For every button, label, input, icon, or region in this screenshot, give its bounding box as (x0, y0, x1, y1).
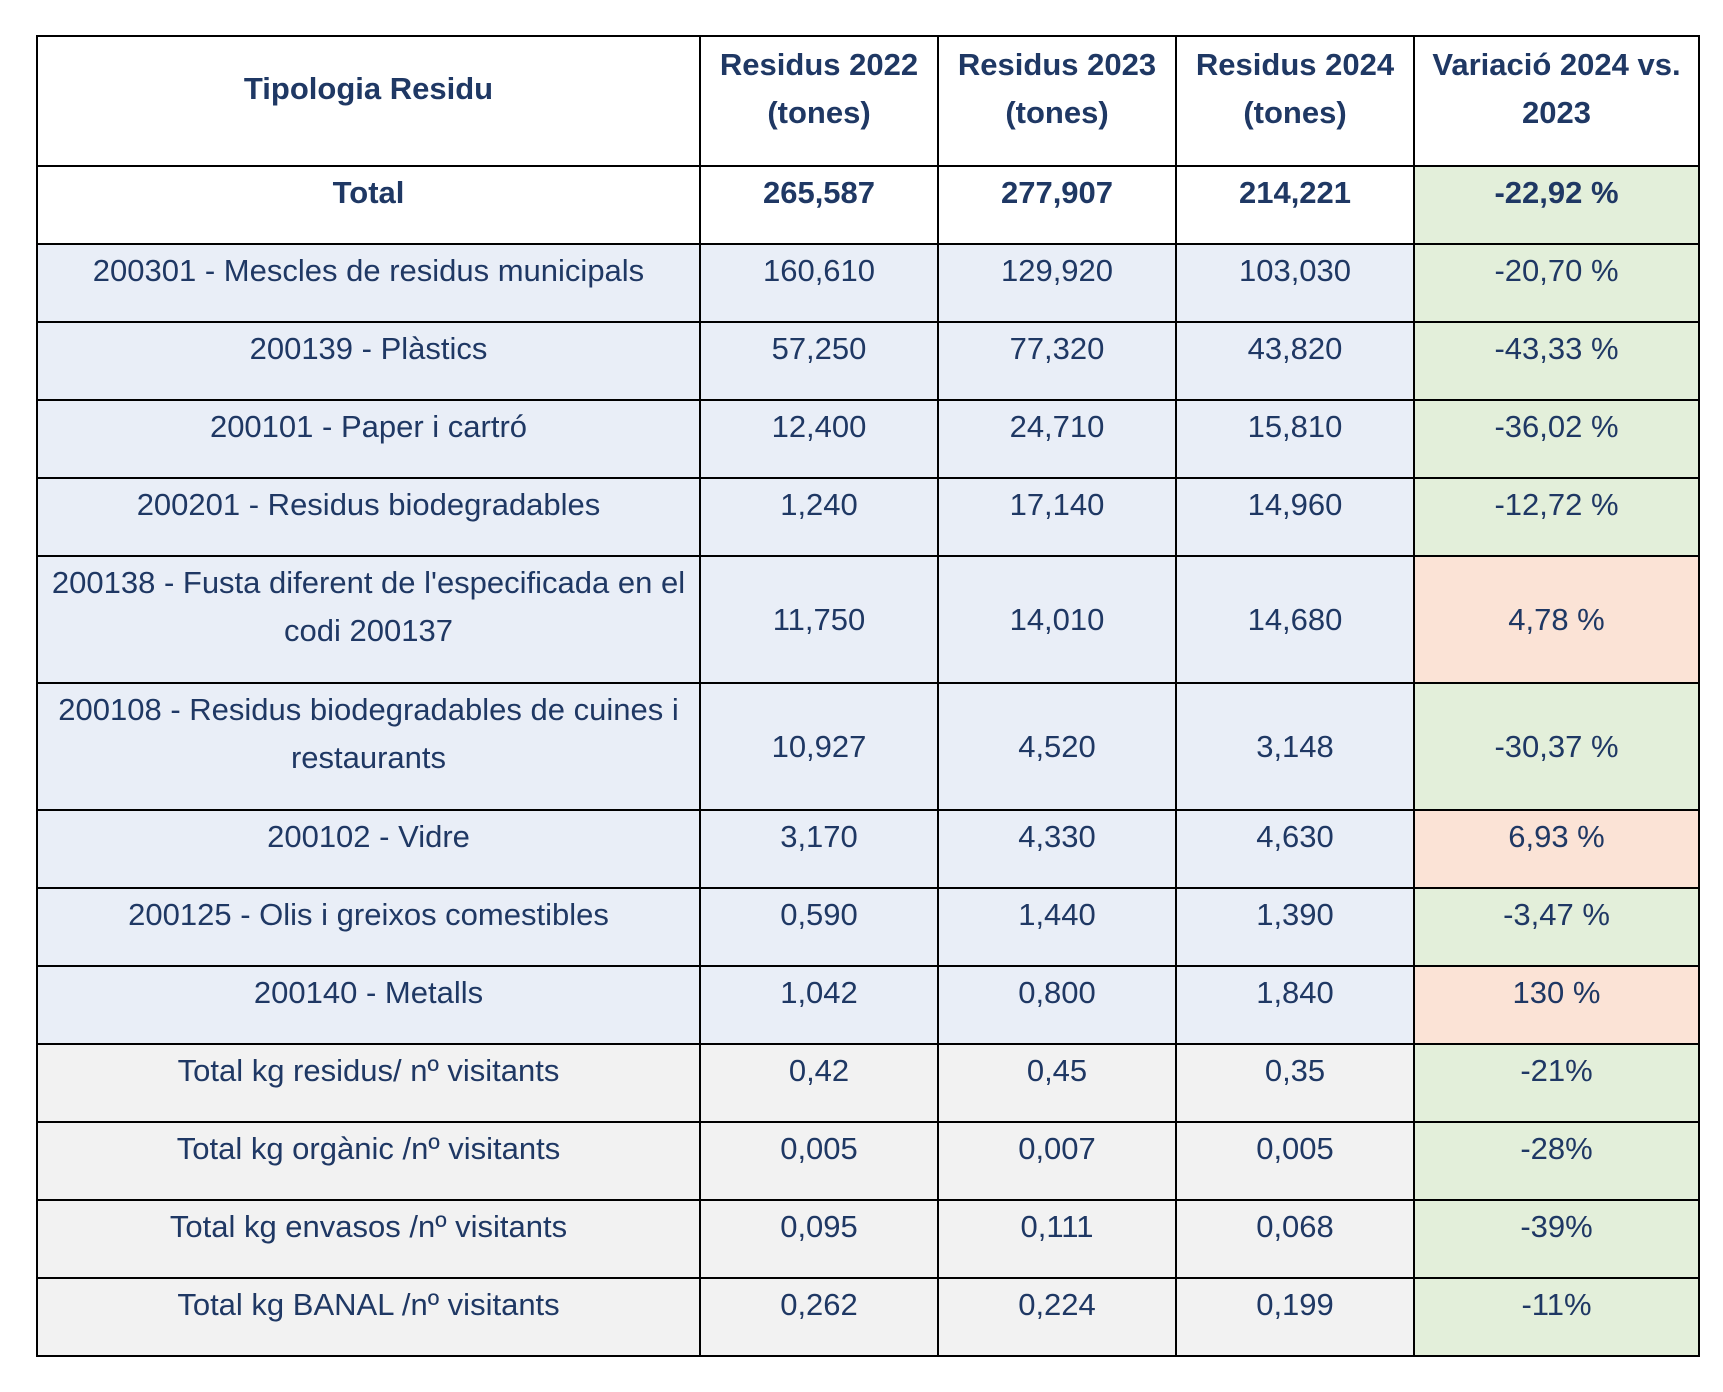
item-label: 200101 - Paper i cartró (36, 399, 701, 479)
table-row: 200102 - Vidre 3,170 4,330 4,630 6,93 % (36, 809, 1700, 889)
item-label: 200140 - Metalls (36, 965, 701, 1045)
ratio-2022: 0,262 (699, 1277, 939, 1357)
header-residus-2024: Residus 2024 (tones) (1175, 35, 1415, 167)
item-label: 200139 - Plàstics (36, 321, 701, 401)
item-variation: -3,47 % (1413, 887, 1700, 967)
ratio-row: Total kg residus/ nº visitants 0,42 0,45… (36, 1043, 1700, 1123)
item-label: 200102 - Vidre (36, 809, 701, 889)
item-2023: 4,330 (937, 809, 1177, 889)
ratio-label: Total kg residus/ nº visitants (36, 1043, 701, 1123)
ratio-variation: -28% (1413, 1121, 1700, 1201)
item-2022: 160,610 (699, 243, 939, 323)
item-2022: 10,927 (699, 682, 939, 811)
item-label: 200201 - Residus biodegradables (36, 477, 701, 557)
item-variation: 4,78 % (1413, 555, 1700, 684)
item-variation: 6,93 % (1413, 809, 1700, 889)
ratio-2022: 0,42 (699, 1043, 939, 1123)
ratio-2023: 0,111 (937, 1199, 1177, 1279)
item-2023: 1,440 (937, 887, 1177, 967)
item-2024: 14,960 (1175, 477, 1415, 557)
item-2023: 4,520 (937, 682, 1177, 811)
item-2023: 77,320 (937, 321, 1177, 401)
item-label: 200138 - Fusta diferent de l'especificad… (36, 555, 701, 684)
ratio-2024: 0,005 (1175, 1121, 1415, 1201)
table-row: 200140 - Metalls 1,042 0,800 1,840 130 % (36, 965, 1700, 1045)
header-tipologia: Tipologia Residu (36, 35, 701, 167)
item-variation: -30,37 % (1413, 682, 1700, 811)
header-row: Tipologia Residu Residus 2022 (tones) Re… (36, 35, 1700, 167)
item-2024: 3,148 (1175, 682, 1415, 811)
item-2022: 11,750 (699, 555, 939, 684)
item-variation: -20,70 % (1413, 243, 1700, 323)
ratio-label: Total kg envasos /nº visitants (36, 1199, 701, 1279)
total-label: Total (36, 165, 701, 245)
table-row: 200101 - Paper i cartró 12,400 24,710 15… (36, 399, 1700, 479)
total-2024: 214,221 (1175, 165, 1415, 245)
total-2022: 265,587 (699, 165, 939, 245)
item-2022: 12,400 (699, 399, 939, 479)
ratio-2024: 0,35 (1175, 1043, 1415, 1123)
ratio-2024: 0,068 (1175, 1199, 1415, 1279)
item-2022: 1,240 (699, 477, 939, 557)
ratio-2023: 0,224 (937, 1277, 1177, 1357)
item-2023: 24,710 (937, 399, 1177, 479)
item-2024: 43,820 (1175, 321, 1415, 401)
ratio-2022: 0,005 (699, 1121, 939, 1201)
item-label: 200125 - Olis i greixos comestibles (36, 887, 701, 967)
item-variation: -43,33 % (1413, 321, 1700, 401)
item-variation: -12,72 % (1413, 477, 1700, 557)
item-2024: 103,030 (1175, 243, 1415, 323)
item-2024: 15,810 (1175, 399, 1415, 479)
item-2024: 1,390 (1175, 887, 1415, 967)
header-variacio: Variació 2024 vs. 2023 (1413, 35, 1700, 167)
item-2024: 14,680 (1175, 555, 1415, 684)
table-row: 200301 - Mescles de residus municipals 1… (36, 243, 1700, 323)
ratio-2022: 0,095 (699, 1199, 939, 1279)
total-row: Total 265,587 277,907 214,221 -22,92 % (36, 165, 1700, 245)
ratio-label: Total kg BANAL /nº visitants (36, 1277, 701, 1357)
table-row: 200139 - Plàstics 57,250 77,320 43,820 -… (36, 321, 1700, 401)
item-2023: 0,800 (937, 965, 1177, 1045)
item-variation: -36,02 % (1413, 399, 1700, 479)
waste-table: Tipologia Residu Residus 2022 (tones) Re… (36, 35, 1700, 1357)
table-row: 200201 - Residus biodegradables 1,240 17… (36, 477, 1700, 557)
table-row: 200125 - Olis i greixos comestibles 0,59… (36, 887, 1700, 967)
ratio-row: Total kg envasos /nº visitants 0,095 0,1… (36, 1199, 1700, 1279)
total-variation: -22,92 % (1413, 165, 1700, 245)
ratio-variation: -11% (1413, 1277, 1700, 1357)
item-2023: 129,920 (937, 243, 1177, 323)
item-label: 200108 - Residus biodegradables de cuine… (36, 682, 701, 811)
table-row: 200138 - Fusta diferent de l'especificad… (36, 555, 1700, 684)
ratio-label: Total kg orgànic /nº visitants (36, 1121, 701, 1201)
ratio-variation: -39% (1413, 1199, 1700, 1279)
item-2024: 1,840 (1175, 965, 1415, 1045)
item-2022: 0,590 (699, 887, 939, 967)
item-2023: 14,010 (937, 555, 1177, 684)
item-2022: 57,250 (699, 321, 939, 401)
ratio-2023: 0,007 (937, 1121, 1177, 1201)
item-2022: 1,042 (699, 965, 939, 1045)
ratio-row: Total kg BANAL /nº visitants 0,262 0,224… (36, 1277, 1700, 1357)
header-residus-2023: Residus 2023 (tones) (937, 35, 1177, 167)
item-2022: 3,170 (699, 809, 939, 889)
ratio-variation: -21% (1413, 1043, 1700, 1123)
item-variation: 130 % (1413, 965, 1700, 1045)
ratio-2024: 0,199 (1175, 1277, 1415, 1357)
ratio-row: Total kg orgànic /nº visitants 0,005 0,0… (36, 1121, 1700, 1201)
ratio-2023: 0,45 (937, 1043, 1177, 1123)
item-2024: 4,630 (1175, 809, 1415, 889)
total-2023: 277,907 (937, 165, 1177, 245)
item-2023: 17,140 (937, 477, 1177, 557)
table-row: 200108 - Residus biodegradables de cuine… (36, 682, 1700, 811)
item-label: 200301 - Mescles de residus municipals (36, 243, 701, 323)
header-residus-2022: Residus 2022 (tones) (699, 35, 939, 167)
